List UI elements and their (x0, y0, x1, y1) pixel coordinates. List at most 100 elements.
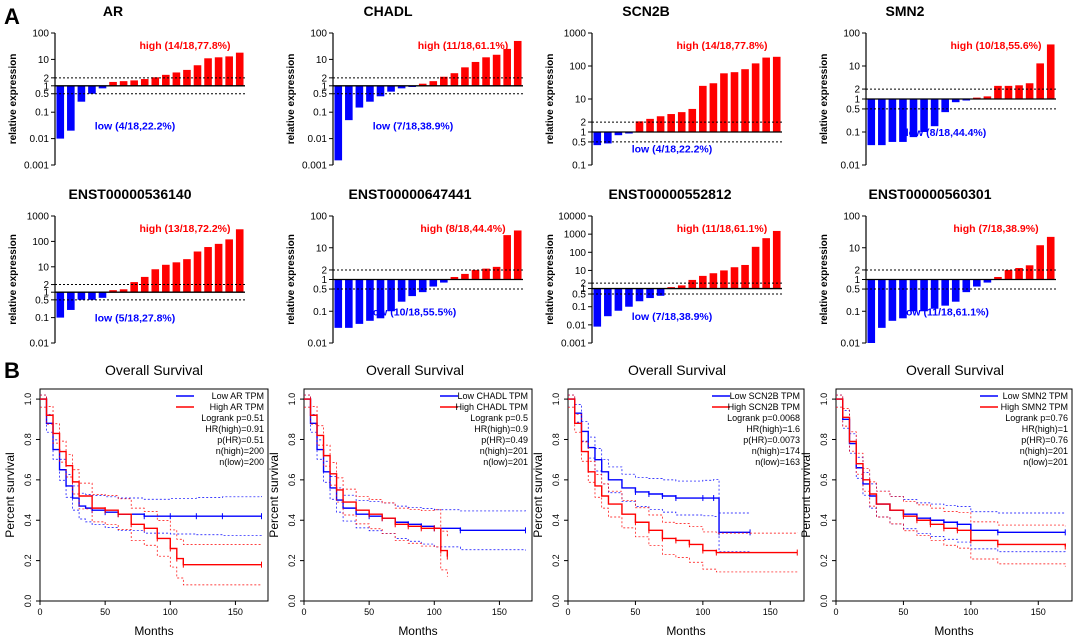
y-tick-label: 1.0 (287, 393, 297, 406)
high-annotation: high (13/18,72.2%) (139, 223, 230, 235)
y-tick-label: 1 (580, 128, 586, 139)
bar (397, 279, 406, 302)
bar-chart-6: ENST00000647441 relative expression 100 10 2… (286, 186, 523, 350)
y-tick-label: 100 (569, 62, 586, 73)
y-tick-label: 0.5 (572, 137, 586, 148)
legend-entry: High CHADL TPM (455, 402, 528, 412)
bar (387, 85, 395, 92)
bar (77, 85, 86, 102)
bar (709, 83, 718, 132)
bar (677, 285, 686, 289)
bar (461, 273, 469, 280)
bar (471, 61, 480, 86)
bar (973, 97, 981, 99)
bar (492, 266, 501, 280)
bar (513, 40, 522, 86)
bar (345, 279, 353, 328)
bar (408, 279, 416, 297)
y-tick-label: 100 (32, 237, 49, 248)
bar (355, 85, 364, 108)
legend-entry: n(high)=201 (480, 446, 528, 456)
bar (1046, 44, 1055, 99)
bar (345, 85, 353, 121)
bar (983, 279, 992, 283)
bar (440, 76, 448, 86)
legend-entry: n(low)=163 (755, 457, 800, 467)
y-tick-label: 10000 (558, 212, 586, 223)
x-tick-label: 50 (898, 607, 908, 617)
panel-b-label: B (4, 358, 20, 383)
bar (225, 239, 233, 293)
legend-entry: n(low)=201 (1023, 457, 1068, 467)
x-tick-label: 0 (565, 607, 570, 617)
y-axis-label: relative expression (819, 54, 830, 145)
bar (593, 132, 602, 146)
bar (503, 235, 511, 280)
y-tick-label: 0.2 (551, 554, 561, 567)
chart-title: ENST00000560301 (869, 186, 992, 202)
bar (77, 292, 86, 300)
y-tick-label: 0.4 (551, 514, 561, 527)
bar (973, 279, 981, 287)
bar (867, 99, 876, 146)
chart-title: Overall Survival (628, 362, 726, 378)
ci-upper-line (40, 394, 262, 545)
panel-a-label: A (4, 4, 20, 29)
survival-curve (568, 398, 798, 554)
legend-entry: n(low)=201 (483, 457, 528, 467)
bar (119, 81, 128, 86)
y-tick-label: 0.1 (35, 108, 49, 119)
chart-title: Overall Survival (366, 362, 464, 378)
bar (172, 262, 181, 293)
bar (1004, 85, 1013, 99)
bar (503, 48, 511, 86)
x-tick-label: 50 (364, 607, 374, 617)
chart-title: SMN2 (886, 3, 925, 19)
y-tick-label: 0.1 (572, 302, 586, 313)
y-tick-label: 10 (575, 95, 587, 106)
y-tick-label: 2 (43, 280, 49, 291)
y-tick-label: 0.01 (567, 320, 587, 331)
bar (709, 273, 718, 289)
y-axis-label: relative expression (545, 234, 556, 325)
y-tick-label: 1 (854, 275, 860, 286)
y-axis-label: relative expression (819, 234, 830, 325)
y-tick-label: 0.5 (35, 89, 49, 100)
bar (98, 85, 107, 89)
bar (88, 292, 96, 300)
bar (130, 80, 138, 86)
x-tick-label: 100 (963, 607, 978, 617)
chart-title: ENST00000552812 (609, 186, 732, 202)
y-tick-label: 0.1 (35, 313, 49, 324)
y-tick-label: 0.4 (819, 514, 829, 527)
bar (235, 229, 244, 293)
legend-entry: Logrank p=0.5 (470, 413, 528, 423)
y-tick-label: 0.01 (841, 161, 861, 172)
x-tick-label: 100 (695, 607, 710, 617)
y-tick-label: 2 (854, 265, 860, 276)
y-tick-label: 0.1 (313, 307, 327, 318)
high-annotation: high (14/18,77.8%) (676, 40, 767, 52)
bar (461, 67, 469, 86)
bar (1025, 83, 1034, 99)
high-annotation: high (10/18,55.6%) (950, 40, 1041, 52)
bar (941, 99, 949, 113)
bar (667, 287, 675, 289)
bar (699, 85, 707, 132)
bar (56, 85, 65, 139)
plot-frame (303, 388, 533, 602)
legend-entry: p(HR)=0.76 (1021, 435, 1068, 445)
y-tick-label: 0.0 (551, 595, 561, 608)
y-tick-label: 0.2 (819, 554, 829, 567)
legend-entry: HR(high)=0.91 (205, 424, 264, 434)
bar (751, 246, 760, 289)
y-tick-label: 1000 (564, 29, 587, 40)
y-tick-label: 1000 (564, 230, 587, 241)
low-annotation: low (4/18,22.2%) (95, 120, 176, 132)
survival-curve (568, 398, 751, 534)
bar (193, 65, 202, 86)
y-tick-label: 0.5 (313, 285, 327, 296)
bar (772, 56, 781, 132)
bar (878, 99, 886, 146)
